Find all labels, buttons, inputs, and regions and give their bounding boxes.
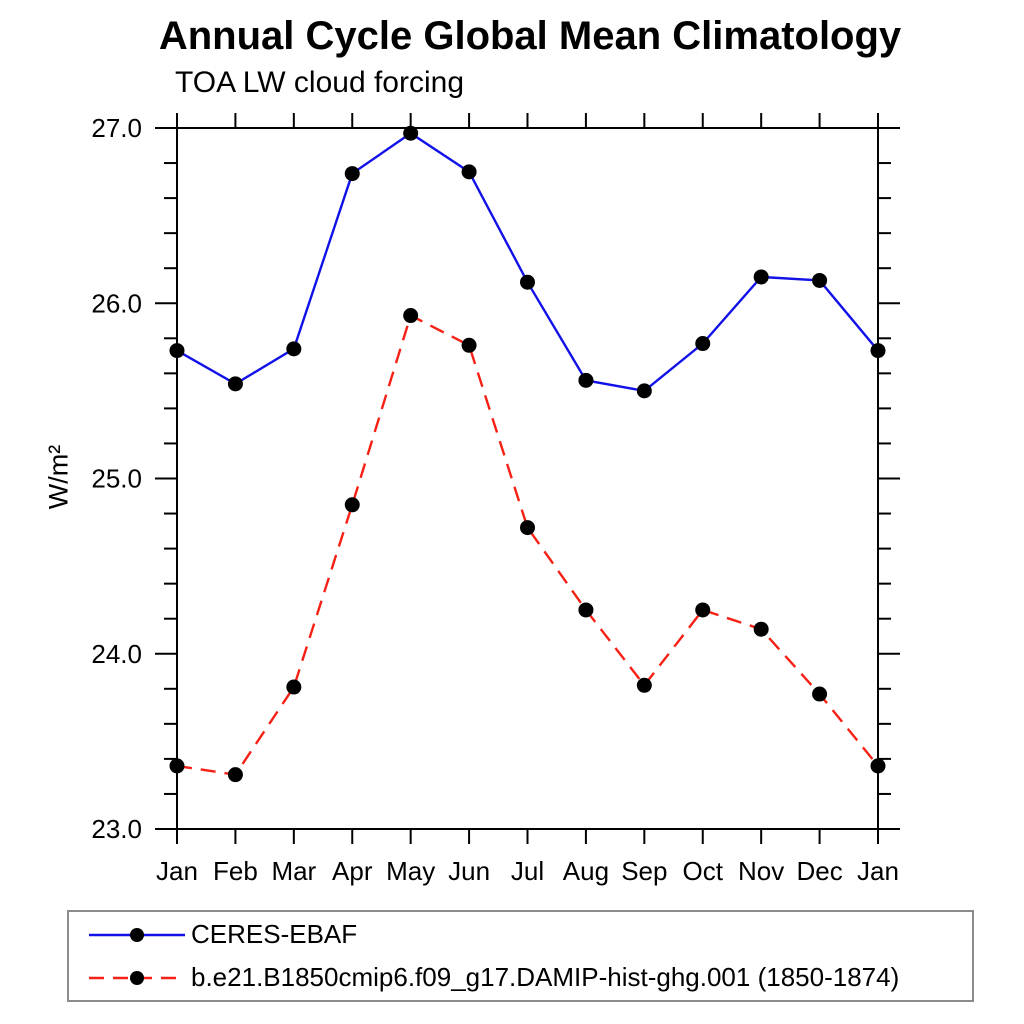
data-point-marker: [169, 343, 185, 359]
legend-item-ceres: CERES-EBAF: [87, 913, 972, 956]
x-tick-label: Apr: [332, 856, 373, 886]
data-point-marker: [578, 602, 594, 618]
series-line: [176, 131, 879, 393]
data-point-marker: [870, 758, 886, 774]
data-point-marker: [520, 274, 535, 290]
data-point-marker: [753, 269, 769, 285]
x-tick-label: Jul: [511, 856, 544, 886]
data-point-marker: [636, 677, 652, 693]
x-tick-label: Feb: [213, 856, 258, 886]
data-point-marker: [812, 686, 828, 702]
plot-area: Jan Feb Mar Apr May Jun Jul Aug Sep Oct Nov Dec Jan 2…: [91, 113, 900, 886]
data-point-marker: [461, 337, 477, 353]
data-point-marker: [403, 308, 419, 324]
data-point-marker: [461, 164, 477, 180]
legend-label-ceres: CERES-EBAF: [191, 919, 358, 949]
data-point-marker: [286, 341, 302, 357]
x-tick-label: Sep: [621, 856, 667, 886]
plot-border: [176, 127, 879, 830]
data-point-marker: [520, 520, 535, 536]
x-tick-label: Aug: [563, 856, 609, 886]
data-point-marker: [344, 497, 360, 513]
data-point-marker: [636, 383, 652, 399]
data-point-marker: [344, 166, 360, 182]
data-point-marker: [169, 758, 185, 774]
y-tick-label: 24.0: [91, 639, 142, 669]
chart-title: Annual Cycle Global Mean Climatology: [158, 14, 902, 58]
data-point-marker: [286, 679, 302, 695]
legend-line-sample-icon: [89, 970, 185, 985]
data-point-marker: [812, 272, 828, 288]
legend-item-model: b.e21.B1850cmip6.f09_g17.DAMIP-hist-ghg.…: [87, 956, 972, 999]
x-tick-label: Jun: [448, 856, 490, 886]
y-tick-label: 27.0: [91, 113, 142, 143]
data-point-marker: [695, 336, 711, 352]
series-line: [176, 313, 879, 776]
x-tick-label: May: [386, 856, 435, 886]
data-point-marker: [753, 621, 769, 637]
legend-label-model: b.e21.B1850cmip6.f09_g17.DAMIP-hist-ghg.…: [191, 962, 900, 992]
data-point-marker: [870, 343, 886, 359]
data-point-marker: [227, 767, 243, 783]
y-tick-label: 23.0: [91, 814, 142, 844]
data-point-marker: [227, 376, 243, 392]
x-tick-label: Mar: [271, 856, 316, 886]
data-point-marker: [578, 372, 594, 388]
x-tick-label: Jan: [857, 856, 899, 886]
legend-line-sample-icon: [89, 927, 185, 942]
y-tick-label: 25.0: [91, 464, 142, 494]
legend: CERES-EBAF b.e21.B1850cmip6.f09_g17.DAMI…: [67, 910, 974, 1002]
y-tick-label: 26.0: [91, 288, 142, 318]
legend-sample-marker-icon: [130, 970, 144, 985]
legend-sample-marker-icon: [130, 927, 144, 942]
x-tick-label: Jan: [156, 856, 198, 886]
x-tick-label: Oct: [683, 856, 724, 886]
data-point-marker: [695, 602, 711, 618]
chart-subtitle: TOA LW cloud forcing: [175, 66, 465, 99]
x-tick-label: Dec: [796, 856, 842, 886]
x-tick-label: Nov: [738, 856, 784, 886]
data-point-marker: [403, 125, 419, 141]
